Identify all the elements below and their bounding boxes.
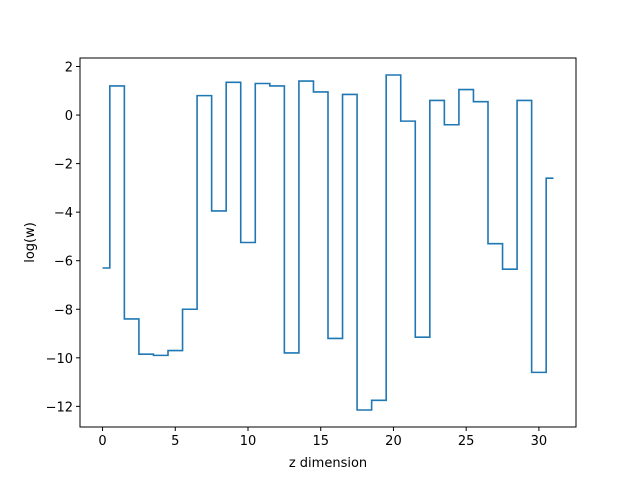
y-tick-label: −6 [54, 255, 73, 270]
series-step-line [102, 74, 554, 411]
x-tick-label: 5 [171, 434, 179, 449]
y-tick-label: −12 [46, 400, 73, 415]
y-tick-label: −8 [54, 303, 73, 318]
y-axis-label: log(w) [23, 222, 38, 263]
axes-frame [79, 57, 577, 428]
x-tick-label: 25 [458, 434, 475, 449]
series-layer [102, 74, 554, 411]
y-tick-label: 0 [65, 109, 73, 124]
x-tick-label: 10 [240, 434, 257, 449]
y-tick-label: −4 [54, 206, 73, 221]
x-tick-label: 0 [98, 434, 106, 449]
y-axis: 2 0 −2 −4 −6 −8 −10 −12 [46, 60, 80, 415]
x-axis: 0 5 10 15 20 25 30 [98, 427, 547, 449]
y-tick-label: 2 [65, 60, 73, 75]
y-tick-label: −10 [46, 352, 73, 367]
y-tick-label: −2 [54, 158, 73, 173]
x-tick-label: 15 [312, 434, 329, 449]
x-tick-label: 30 [531, 434, 548, 449]
x-tick-label: 20 [385, 434, 402, 449]
x-axis-label: z dimension [289, 456, 367, 471]
